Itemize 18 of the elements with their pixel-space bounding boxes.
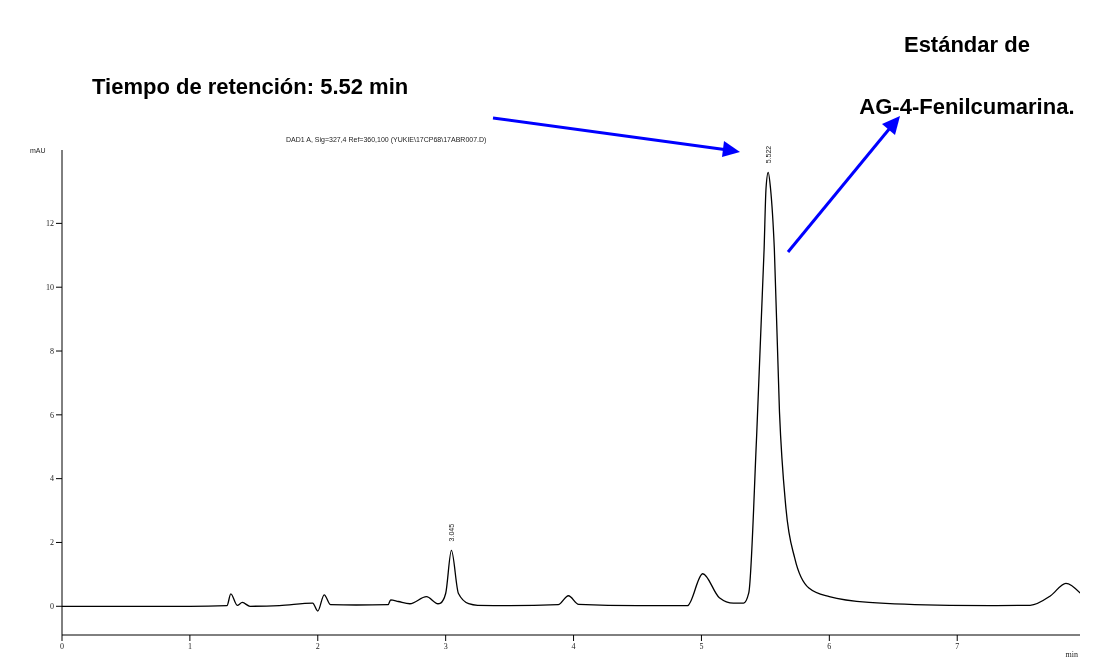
x-tick-label: 6 bbox=[827, 641, 832, 651]
y-tick-label: 12 bbox=[46, 219, 54, 229]
x-axis-title: min bbox=[1065, 650, 1078, 659]
x-tick-label: 0 bbox=[60, 641, 64, 651]
x-tick-label: 7 bbox=[955, 641, 960, 651]
y-tick-label: 8 bbox=[50, 346, 54, 356]
y-tick-label: 4 bbox=[50, 474, 54, 484]
x-tick-label: 3 bbox=[443, 641, 448, 651]
y-tick-label: 10 bbox=[46, 283, 54, 293]
y-tick-label: 6 bbox=[50, 410, 54, 420]
x-tick-label: 5 bbox=[699, 641, 704, 651]
x-tick-label: 4 bbox=[571, 641, 576, 651]
x-tick-label: 1 bbox=[187, 641, 192, 651]
x-tick-label: 2 bbox=[315, 641, 320, 651]
text: Estándar de AG-4-Fenilcumarina. bbox=[859, 32, 1075, 119]
y-tick-label: 2 bbox=[50, 538, 54, 548]
text: Tiempo de retención: 5.52 min bbox=[92, 74, 409, 100]
y-tick-label: 0 bbox=[50, 602, 54, 612]
